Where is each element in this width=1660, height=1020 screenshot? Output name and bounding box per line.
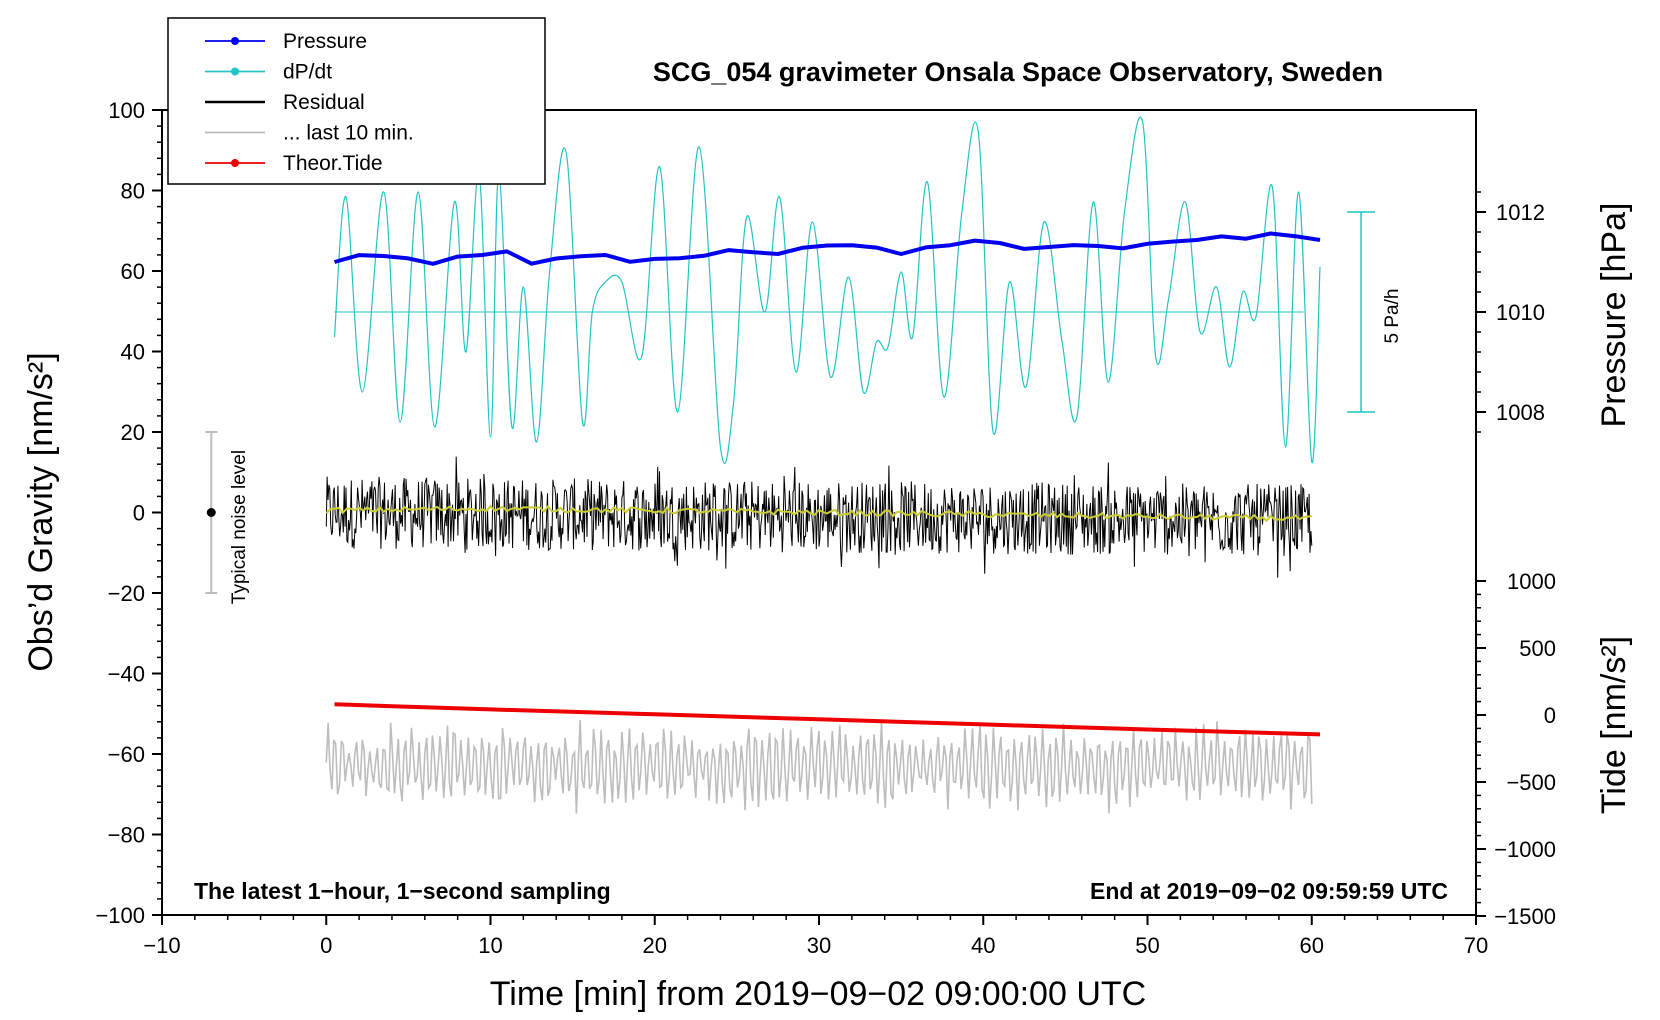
tide-axis-title: Tide [nm/s²] bbox=[1595, 636, 1633, 814]
note-end-time: End at 2019−09−02 09:59:59 UTC bbox=[1090, 878, 1448, 904]
y-left-tick-label: −80 bbox=[108, 823, 145, 848]
legend-marker bbox=[231, 67, 239, 76]
x-tick-label: 60 bbox=[1300, 933, 1324, 958]
x-tick-label: 10 bbox=[478, 933, 502, 958]
theor-tide-line bbox=[334, 702, 1321, 737]
tide-tick-label: −1500 bbox=[1494, 904, 1556, 929]
legend-label: dP/dt bbox=[283, 61, 332, 84]
x-tick-label: 40 bbox=[971, 933, 995, 958]
x-tick-label: 20 bbox=[643, 933, 667, 958]
last-10-min-line bbox=[325, 720, 1313, 814]
legend-marker bbox=[231, 159, 239, 167]
y-left-tick-labels: 100 80 60 40 20 0 −20 −40 −60 −80 −100 bbox=[95, 98, 145, 928]
series-layer bbox=[325, 116, 1321, 814]
pressure-tick-label: 1008 bbox=[1496, 400, 1545, 425]
y-left-axis-title: Obs’d Gravity [nm/s²] bbox=[22, 352, 60, 671]
y-left-tick-label: −40 bbox=[108, 662, 145, 687]
x-axis-title: Time [min] from 2019−09−02 09:00:00 UTC bbox=[490, 975, 1146, 1013]
note-sampling: The latest 1−hour, 1−second sampling bbox=[194, 878, 611, 904]
dpdt-scale-label: 5 Pa/h bbox=[1382, 289, 1403, 344]
legend-label: Pressure bbox=[283, 30, 367, 53]
x-tick-label: 30 bbox=[807, 933, 831, 958]
y-left-tick-label: 100 bbox=[108, 98, 145, 123]
residual-line bbox=[325, 456, 1313, 578]
y-left-tick-label: −100 bbox=[95, 903, 145, 928]
annotations bbox=[205, 211, 1376, 594]
pressure-tick-labels: 1012 1010 1008 bbox=[1496, 200, 1545, 425]
legend-marker bbox=[231, 37, 239, 45]
tide-tick-label: −500 bbox=[1506, 770, 1556, 795]
tide-tick-labels: 1000 500 0 −500 −1000 −1500 bbox=[1494, 569, 1556, 929]
tide-tick-label: 1000 bbox=[1507, 569, 1556, 594]
pressure-tick-label: 1010 bbox=[1496, 300, 1545, 325]
y-left-tick-label: 0 bbox=[133, 501, 145, 526]
legend-label: Theor.Tide bbox=[283, 152, 383, 175]
dpdt-line bbox=[333, 116, 1321, 464]
tide-tick-label: 500 bbox=[1519, 636, 1556, 661]
tide-tick-label: 0 bbox=[1544, 703, 1556, 728]
x-tick-label: −10 bbox=[143, 933, 180, 958]
legend: Pressure dP/dt Residual ... last 10 min. The… bbox=[167, 17, 546, 185]
y-left-tick-label: 40 bbox=[121, 340, 145, 365]
y-left-tick-label: 20 bbox=[121, 420, 145, 445]
axis-ticks bbox=[152, 109, 1486, 925]
pressure-axis-title: Pressure [hPa] bbox=[1595, 203, 1633, 428]
x-tick-label: 0 bbox=[320, 933, 332, 958]
y-left-tick-label: 80 bbox=[121, 179, 145, 204]
x-tick-labels: −10 0 10 20 30 40 50 60 70 bbox=[143, 933, 1488, 958]
pressure-line bbox=[333, 231, 1321, 266]
noise-level-label: Typical noise level bbox=[229, 450, 250, 604]
legend-label: Residual bbox=[283, 91, 365, 114]
running-mean-line bbox=[325, 504, 1312, 523]
legend-items: Pressure dP/dt Residual ... last 10 min. The… bbox=[205, 30, 414, 175]
x-tick-label: 70 bbox=[1464, 933, 1488, 958]
y-left-tick-label: −60 bbox=[108, 742, 145, 767]
noise-bar-dot bbox=[206, 508, 216, 517]
y-left-tick-label: 60 bbox=[121, 259, 145, 284]
legend-label: ... last 10 min. bbox=[283, 122, 414, 145]
x-tick-label: 50 bbox=[1135, 933, 1159, 958]
chart-title: SCG_054 gravimeter Onsala Space Observat… bbox=[653, 57, 1383, 87]
tide-tick-label: −1000 bbox=[1494, 837, 1556, 862]
y-left-tick-label: −20 bbox=[108, 581, 145, 606]
pressure-tick-label: 1012 bbox=[1496, 200, 1545, 225]
